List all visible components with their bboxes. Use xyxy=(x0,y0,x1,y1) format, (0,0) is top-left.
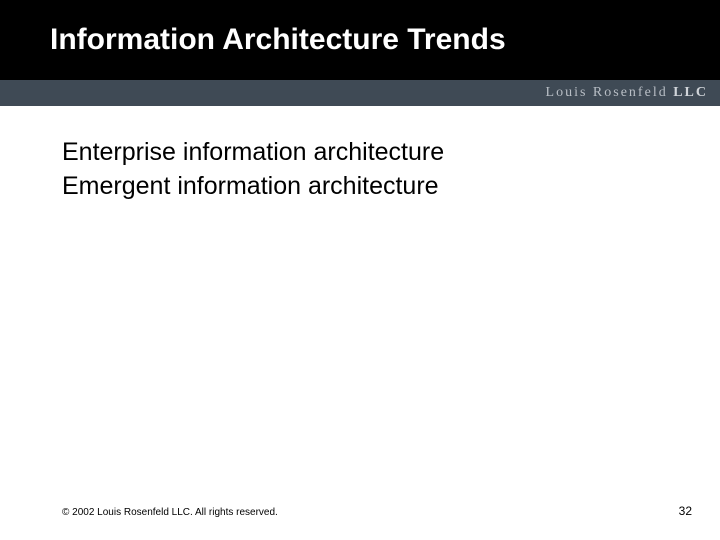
bullet-item: Enterprise information architecture xyxy=(62,136,670,170)
title-bar: Information Architecture Trends xyxy=(0,0,720,80)
content-area: Enterprise information architecture Emer… xyxy=(0,106,720,204)
footer: © 2002 Louis Rosenfeld LLC. All rights r… xyxy=(0,504,720,518)
page-number: 32 xyxy=(679,504,692,518)
brand-suffix: LLC xyxy=(673,85,708,100)
brand-bar: Louis Rosenfeld LLC xyxy=(0,80,720,106)
copyright-text: © 2002 Louis Rosenfeld LLC. All rights r… xyxy=(62,507,278,518)
brand-text: Louis Rosenfeld LLC xyxy=(546,85,708,101)
brand-name: Louis Rosenfeld xyxy=(546,85,668,100)
slide-title: Information Architecture Trends xyxy=(50,23,506,57)
bullet-item: Emergent information architecture xyxy=(62,170,670,204)
